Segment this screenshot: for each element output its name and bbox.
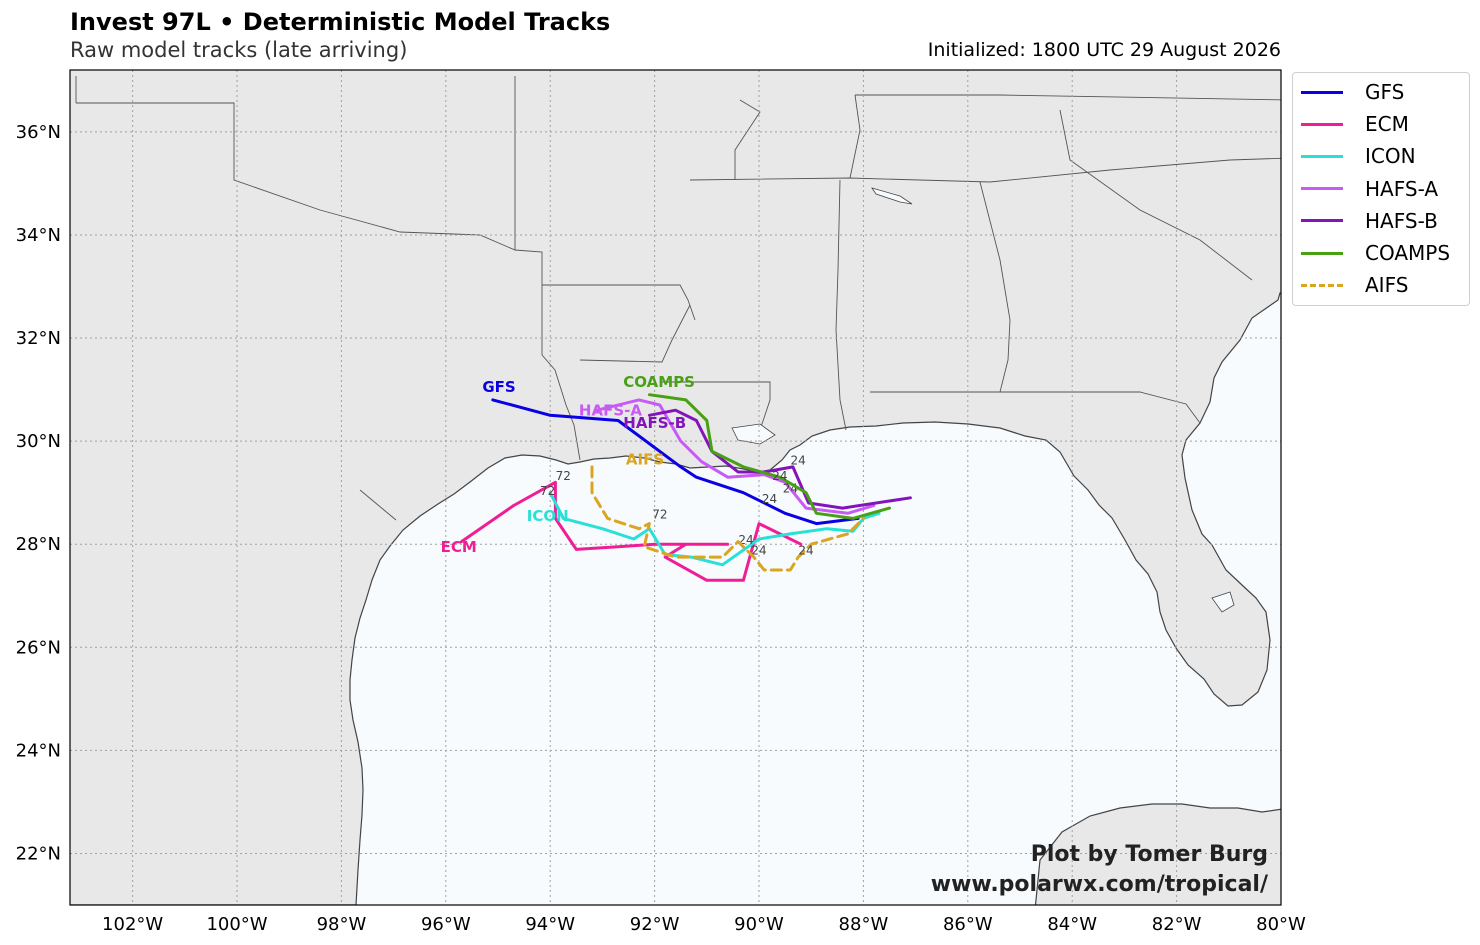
initialization-time: Initialized: 1800 UTC 29 August 2026 — [927, 39, 1281, 61]
legend-label: HAFS-B — [1365, 208, 1438, 233]
legend-swatch — [1301, 187, 1343, 191]
forecast-hour-label: 24 — [772, 469, 787, 483]
track-label-hafs-b: HAFS-B — [623, 414, 686, 432]
track-label-gfs: GFS — [482, 378, 515, 396]
lon-tick-label: 92°W — [630, 914, 680, 935]
chart-title: Invest 97L • Deterministic Model Tracks — [70, 8, 611, 36]
track-label-ecm: ECM — [441, 538, 477, 556]
forecast-hour-label: 72 — [652, 507, 667, 521]
lat-tick-label: 26°N — [16, 637, 61, 658]
lon-tick-label: 90°W — [734, 914, 784, 935]
track-line-gfs — [491, 398, 860, 526]
forecast-hour-label: 24 — [798, 544, 813, 558]
track-line-hafs-b — [647, 408, 912, 510]
lat-tick-label: 22°N — [16, 843, 61, 864]
legend-label: GFS — [1365, 80, 1405, 104]
lon-tick-label: 82°W — [1152, 914, 1202, 935]
legend-item-ecm: ECM — [1301, 109, 1409, 139]
forecast-hour-label: 24 — [751, 544, 766, 558]
legend-swatch — [1301, 90, 1343, 94]
legend-label: ICON — [1365, 144, 1416, 169]
lon-tick-label: 94°W — [525, 914, 575, 935]
legend-swatch — [1301, 283, 1343, 287]
inland-water — [731, 187, 1235, 613]
forecast-hour-label: 72 — [540, 484, 555, 498]
lon-tick-label: 96°W — [421, 914, 471, 935]
lon-tick-label: 102°W — [102, 914, 163, 935]
credit-author: Plot by Tomer Burg — [1030, 842, 1268, 867]
map-frame — [69, 69, 1282, 906]
chart-subtitle: Raw model tracks (late arriving) — [70, 38, 408, 62]
lat-tick-label: 36°N — [16, 122, 61, 143]
model-tracks-layer: GFS24ECM7224ICON7224HAFS-A24HAFS-B24COAM… — [441, 373, 912, 582]
lon-tick-label: 86°W — [943, 914, 993, 935]
forecast-hour-label: 24 — [762, 492, 777, 506]
forecast-hour-label: 24 — [791, 453, 806, 467]
track-aifs: AIFS 72 24 — [590, 450, 865, 572]
lat-tick-label: 28°N — [16, 534, 61, 555]
legend-label: HAFS-A — [1365, 176, 1439, 201]
model-legend: GFS ECM ICON HAFS-A HAFS-B COAMPS AIFS — [1292, 72, 1470, 306]
legend-swatch — [1301, 122, 1343, 126]
political-borders — [75, 76, 1281, 521]
lon-tick-label: 98°W — [317, 914, 367, 935]
track-line-coamps — [647, 393, 891, 520]
track-icon: ICON 72 24 — [527, 484, 881, 567]
legend-item-gfs: GFS — [1301, 77, 1404, 107]
track-line-aifs — [590, 465, 865, 572]
track-label-icon: ICON — [527, 507, 569, 525]
track-label-coamps: COAMPS — [623, 373, 695, 391]
track-line-hafs-a — [595, 398, 876, 515]
lat-tick-label: 32°N — [16, 328, 61, 349]
legend-item-hafs-b: HAFS-B — [1301, 206, 1438, 236]
legend-item-icon: ICON — [1301, 141, 1416, 171]
credit-url[interactable]: www.polarwx.com/tropical/ — [930, 872, 1268, 897]
lat-tick-label: 30°N — [16, 431, 61, 452]
axis-tick-labels: 22°N 24°N 26°N 28°N 30°N 32°N 34°N 36°N 102°W 100… — [16, 122, 1306, 935]
track-hafs-a: HAFS-A 24 — [579, 398, 876, 515]
track-gfs: GFS 24 — [482, 378, 860, 526]
legend-item-hafs-a: HAFS-A — [1301, 174, 1438, 204]
legend-item-coamps: COAMPS — [1301, 238, 1450, 268]
legend-label: AIFS — [1365, 273, 1409, 298]
legend-label: ECM — [1365, 112, 1409, 137]
legend-item-aifs: AIFS — [1301, 270, 1408, 300]
track-line-icon — [548, 491, 881, 567]
legend-label: COAMPS — [1365, 241, 1451, 265]
track-label-aifs: AIFS — [626, 450, 664, 468]
lon-tick-label: 88°W — [839, 914, 889, 935]
lon-tick-label: 80°W — [1256, 914, 1306, 935]
lat-tick-label: 24°N — [16, 740, 61, 761]
lon-tick-label: 84°W — [1047, 914, 1097, 935]
legend-swatch — [1301, 219, 1343, 223]
cuba-land — [1034, 803, 1281, 905]
track-hafs-b: HAFS-B 24 — [623, 408, 912, 510]
lat-tick-label: 34°N — [16, 225, 61, 246]
track-label-hafs-a: HAFS-A — [579, 401, 642, 419]
legend-swatch — [1301, 251, 1343, 255]
us-land-mass — [70, 70, 1281, 905]
forecast-hour-label: 72 — [556, 469, 571, 483]
legend-swatch — [1301, 154, 1343, 158]
track-coamps: COAMPS 24 — [623, 373, 891, 520]
lon-tick-label: 100°W — [206, 914, 267, 935]
